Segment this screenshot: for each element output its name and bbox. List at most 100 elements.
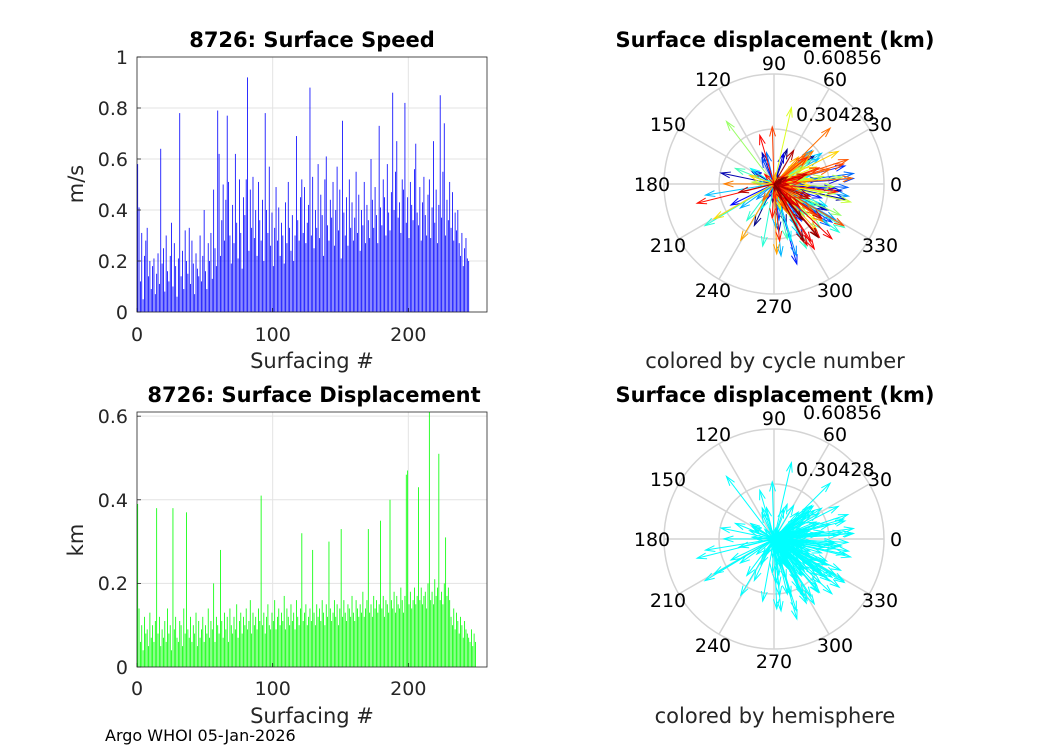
displacement-bar (439, 600, 441, 667)
compass-hemi-arrow (722, 535, 775, 543)
displacement-bar (274, 600, 276, 667)
speed-bar (415, 143, 417, 312)
speed-bar (456, 230, 457, 312)
displacement-tick-marks (136, 415, 409, 668)
compass-hemi-arrow-head (822, 584, 834, 595)
displacement-bar (314, 625, 316, 667)
displacement-bar (139, 641, 141, 667)
speed-bar (156, 273, 158, 312)
displacement-bar (187, 629, 189, 667)
displacement-bar (215, 616, 217, 667)
compass-hemi-arrow (773, 503, 795, 540)
displacement-bar (163, 637, 164, 667)
speed-bar (158, 283, 160, 312)
displacement-bar (309, 608, 311, 667)
speed-bar (403, 189, 404, 312)
compass-hemi-arrow-shaft (739, 538, 775, 548)
displacement-bar (287, 616, 289, 667)
compass-cycle-arrow-head (719, 171, 731, 179)
speed-bar (282, 235, 284, 312)
speed-bar (291, 215, 293, 312)
compass-hemi-arrow-head (775, 554, 782, 566)
speed-bar (412, 220, 414, 312)
displacement-bar (415, 604, 417, 667)
displacement-bar (419, 600, 421, 667)
displacement-bar (396, 595, 398, 667)
displacement-bar (293, 612, 295, 667)
displacement-bar (240, 612, 242, 667)
displacement-bar (172, 508, 174, 667)
speed-bar (222, 184, 224, 312)
speed-bar (378, 125, 380, 312)
compass-hemisphere-arrows (695, 460, 856, 621)
compass-cycle-arrow-head (748, 175, 760, 182)
compass-cycle-angle-210: 210 (650, 235, 686, 257)
compass-hemi-arrow-head (775, 586, 783, 598)
displacement-bar (278, 608, 280, 667)
compass-hemi-arrow-shaft (773, 538, 844, 582)
compass-hemi-arrow-head (703, 572, 715, 582)
speed-bar (186, 261, 187, 312)
displacement-bar (411, 608, 413, 667)
speed-bar (256, 255, 258, 312)
speed-bar (328, 240, 330, 312)
displacement-title: 8726: Surface Displacement (147, 383, 480, 407)
speed-bar (351, 202, 353, 312)
compass-cycle-arrow-head (797, 156, 809, 166)
compass-hemi-arrow-head (748, 530, 760, 537)
compass-hemi-arrow-head (722, 535, 734, 543)
displacement-bar (252, 612, 254, 667)
compass-cycle-arrow-head (781, 181, 790, 187)
speed-bar (386, 164, 388, 312)
speed-bar (253, 238, 255, 312)
compass-cycle-arrow-head (813, 174, 825, 182)
compass-cycle-arrow (722, 180, 775, 188)
compass-hemi-arrow-head (738, 554, 750, 564)
displacement-bar (256, 629, 258, 667)
compass-hemi-arrow-head (795, 509, 807, 520)
displacement-bar (416, 595, 418, 667)
speed-bar (137, 164, 139, 312)
compass-hemi-arrow-shaft (773, 505, 795, 540)
compass-hemi-arrow-head (712, 566, 725, 575)
speed-bar (279, 255, 281, 312)
displacement-bar (146, 629, 148, 667)
displacement-bar (442, 604, 444, 667)
speed-bar (179, 113, 181, 312)
speed-bar-chart: 0 100 200 0 0.2 0.4 0.6 0.8 1 8726: Surf… (64, 28, 488, 373)
speed-bar (395, 171, 396, 312)
compass-hemi-arrow-shaft (762, 538, 775, 602)
displacement-bar (454, 629, 456, 667)
displacement-bar (393, 591, 395, 667)
displacement-plot-area (137, 412, 487, 667)
compass-cycle-arrow (773, 105, 793, 185)
compass-hemi-arrow-head (761, 547, 770, 557)
displacement-bar (209, 637, 210, 667)
displacement-bar (321, 600, 323, 667)
speed-bar (441, 217, 442, 312)
speed-bar (342, 120, 343, 312)
compass-cycle-arrow (719, 171, 775, 185)
displacement-bar (233, 616, 235, 667)
displacement-bar (424, 591, 426, 667)
displacement-bar (392, 608, 394, 667)
compass-cycle-arrow-head (828, 150, 840, 159)
speed-bar (153, 258, 155, 312)
compass-cycle-subtitle: colored by cycle number (645, 349, 905, 373)
compass-hemi-arrow-head (824, 537, 836, 545)
displacement-bar (154, 621, 156, 667)
compass-cycle-title: Surface displacement (km) (615, 28, 934, 52)
compass-hemi-arrow-head (777, 532, 785, 538)
speed-bar (332, 181, 334, 312)
compass-hemi-arrow-head (759, 488, 766, 501)
compass-cycle-arrow-head (733, 167, 746, 176)
compass-cycle-arrow-head (790, 245, 797, 258)
displacement-bar (386, 604, 388, 667)
compass-cycle-arrow (759, 133, 775, 185)
compass-cycle-rtick-inner: 0.30428 (796, 104, 875, 126)
displacement-bar (376, 600, 377, 667)
speed-bar (302, 232, 304, 312)
displacement-bar (473, 633, 475, 667)
compass-cycle-arrow-head (827, 187, 840, 195)
displacement-bar (329, 608, 331, 667)
